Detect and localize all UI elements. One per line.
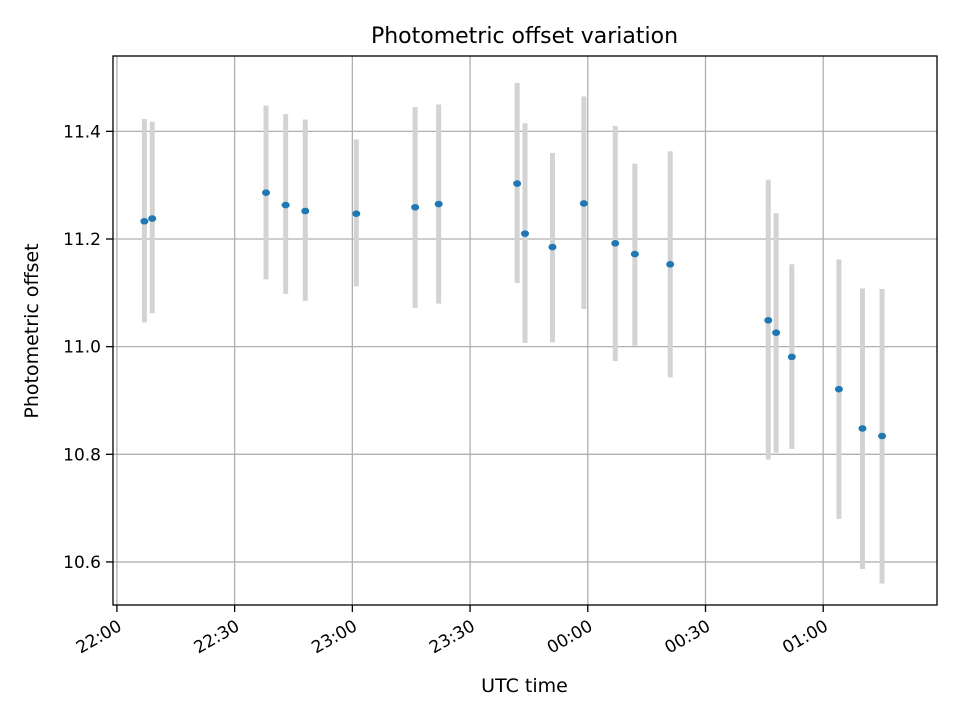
- y-tick-label: 11.2: [63, 230, 101, 250]
- data-point: [352, 210, 361, 218]
- data-point: [764, 316, 773, 324]
- x-axis-label: UTC time: [481, 675, 568, 697]
- data-point: [772, 329, 781, 336]
- y-axis: 10.6 10.8 11.0 11.2 11.4: [63, 122, 113, 573]
- data-point: [787, 353, 796, 361]
- data-point: [521, 230, 529, 237]
- y-tick-label: 11.0: [63, 338, 101, 358]
- data-point: [513, 180, 522, 187]
- data-point: [834, 385, 843, 393]
- y-tick-label: 10.6: [63, 553, 101, 573]
- y-tick-label: 11.4: [63, 122, 101, 142]
- plot-frame: [112, 55, 938, 606]
- data-point: [666, 260, 675, 268]
- y-tick-label: 10.8: [63, 445, 101, 465]
- data-point: [148, 215, 157, 222]
- data-point: [301, 207, 310, 215]
- plot-area: [112, 55, 938, 606]
- data-point: [411, 203, 420, 211]
- data-points: [140, 180, 887, 440]
- data-point: [579, 200, 588, 207]
- data-point: [281, 201, 290, 209]
- data-point: [611, 240, 620, 247]
- data-point: [434, 200, 443, 208]
- data-point: [262, 189, 271, 197]
- y-axis-label: Photometric offset: [21, 243, 43, 418]
- data-point: [878, 432, 887, 440]
- data-point: [858, 425, 867, 432]
- data-point: [548, 243, 557, 251]
- data-point: [140, 217, 149, 225]
- chart-title: Photometric offset variation: [371, 24, 678, 49]
- data-point: [630, 250, 639, 258]
